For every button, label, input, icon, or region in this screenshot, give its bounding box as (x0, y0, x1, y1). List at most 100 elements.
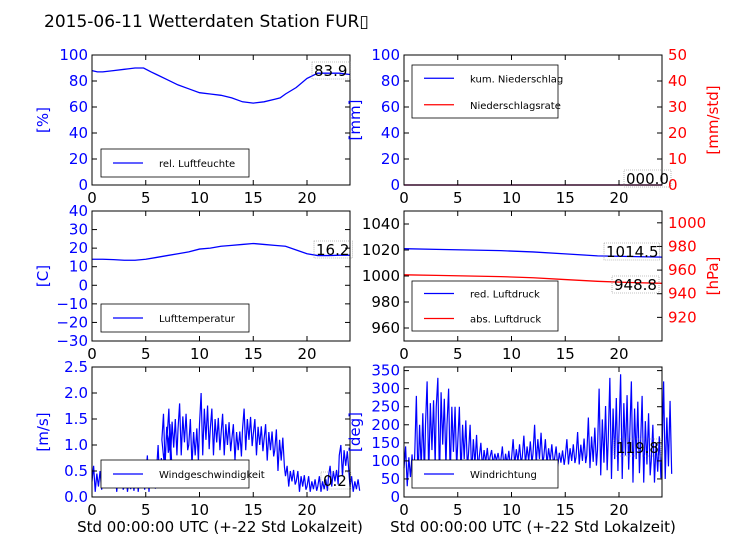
ytick-r-label-pressure-2: 960 (668, 261, 697, 279)
legend-box-precipitation (411, 64, 559, 119)
series-temperature-0 (92, 242, 350, 261)
xtick-label-precipitation-0: 0 (399, 189, 409, 207)
current-value-pressure-1: 948.8 (614, 276, 657, 294)
ytick-label-pressure-3: 1020 (362, 241, 400, 259)
ytick-label-windspeed-0: 0.0 (64, 488, 88, 506)
ytick-r-label-precipitation-5: 50 (668, 46, 687, 64)
legend-label-windspeed-0: Windgeschwindigkeit (159, 470, 265, 481)
xtick-label-winddirection-4: 20 (609, 501, 628, 519)
ytick-label-winddirection-2: 100 (371, 452, 400, 470)
xtick-label-temperature-2: 10 (190, 345, 209, 363)
ytick-label-temperature-7: 40 (69, 202, 88, 220)
ytick-label-winddirection-4: 200 (371, 416, 400, 434)
current-value-winddirection-0: 119.8 (616, 439, 659, 457)
ytick-label-precipitation-3: 60 (381, 98, 400, 116)
legend-label-pressure-0: red. Luftdruck (470, 290, 540, 301)
xlabel-winddirection: Std 00:00:00 UTC (+-22 Std Lokalzeit) (390, 518, 676, 536)
panel-temperature: 0 5 10 15 20−30−20−10010203040[C]Lufttempera… (34, 202, 353, 363)
ytick-label-winddirection-0: 0 (390, 488, 400, 506)
ytick-r-label-precipitation-4: 40 (668, 72, 687, 90)
frame-precipitation (403, 54, 663, 186)
xtick-label-precipitation-2: 10 (502, 189, 521, 207)
frame-winddirection (403, 366, 663, 498)
ylabel-humidity: [%] (34, 107, 52, 133)
xtick-label-pressure-1: 5 (453, 345, 463, 363)
xtick-label-winddirection-2: 10 (502, 501, 521, 519)
ytick-label-humidity-5: 100 (59, 46, 88, 64)
xtick-label-temperature-0: 0 (87, 345, 97, 363)
ytick-label-humidity-4: 80 (69, 72, 88, 90)
ylabel-right-pressure: [hPa] (704, 257, 722, 296)
xtick-label-windspeed-2: 10 (190, 501, 209, 519)
xtick-label-temperature-3: 15 (244, 345, 263, 363)
ylabel-right-precipitation: [mm/std] (704, 85, 722, 154)
ytick-r-label-precipitation-3: 30 (668, 98, 687, 116)
ytick-label-windspeed-5: 2.5 (64, 358, 88, 376)
ytick-label-winddirection-3: 150 (371, 434, 400, 452)
xtick-label-winddirection-1: 5 (453, 501, 463, 519)
current-value-box-windspeed-0 (320, 471, 352, 490)
series-winddirection-0 (403, 374, 673, 487)
xtick-label-humidity-1: 5 (141, 189, 151, 207)
panel-precipitation: 0 5 10 15 20 0 20 40 60 80 100 0 10 20 30 40 50 [mm] [mm/s… (346, 46, 722, 207)
ytick-label-humidity-0: 0 (78, 176, 88, 194)
ytick-r-label-precipitation-2: 20 (668, 124, 687, 142)
ytick-r-label-pressure-4: 1000 (668, 214, 706, 232)
ytick-label-pressure-2: 1000 (362, 267, 400, 285)
ytick-r-label-pressure-3: 980 (668, 237, 697, 255)
ytick-r-label-pressure-0: 920 (668, 308, 697, 326)
legend-label-precipitation-0: kum. Niederschlag (470, 74, 563, 85)
ytick-label-precipitation-0: 0 (390, 176, 400, 194)
ytick-label-humidity-3: 60 (69, 98, 88, 116)
ytick-label-temperature-4: 10 (69, 258, 88, 276)
legend-label-humidity-0: rel. Luftfeuchte (159, 159, 235, 170)
ytick-label-humidity-1: 20 (69, 150, 88, 168)
ytick-label-temperature-5: 20 (69, 239, 88, 257)
ytick-label-windspeed-1: 0.5 (64, 462, 88, 480)
ylabel-windspeed: [m/s] (34, 412, 52, 451)
xtick-label-winddirection-3: 15 (556, 501, 575, 519)
current-value-pressure-0: 1014.5 (606, 243, 659, 261)
xtick-label-windspeed-4: 20 (297, 501, 316, 519)
ytick-label-humidity-2: 40 (69, 124, 88, 142)
current-value-box-pressure-0 (603, 242, 660, 261)
ylabel-winddirection: [deg] (346, 412, 364, 452)
ytick-label-precipitation-1: 20 (381, 150, 400, 168)
legend-label-winddirection-0: Windrichtung (470, 470, 537, 481)
series-pressure-1 (403, 274, 663, 284)
ytick-label-temperature-2: −10 (56, 295, 88, 313)
panel-humidity: 0 5 10 15 20 0 20 40 60 80 100 [%] rel. Luftfeuchte 8… (34, 46, 351, 207)
ylabel-precipitation: [mm] (346, 100, 364, 141)
xtick-label-humidity-2: 10 (190, 189, 209, 207)
ytick-label-temperature-6: 30 (69, 221, 88, 239)
xtick-label-precipitation-1: 5 (453, 189, 463, 207)
xtick-label-humidity-3: 15 (244, 189, 263, 207)
xtick-label-winddirection-0: 0 (399, 501, 409, 519)
frame-humidity (91, 54, 351, 186)
xtick-label-pressure-2: 10 (502, 345, 521, 363)
ytick-label-windspeed-3: 1.5 (64, 410, 88, 428)
ytick-r-label-precipitation-1: 10 (668, 150, 687, 168)
legend-label-temperature-0: Lufttemperatur (159, 314, 236, 325)
xtick-label-temperature-1: 5 (141, 345, 151, 363)
ytick-label-precipitation-4: 80 (381, 72, 400, 90)
xtick-label-pressure-4: 20 (609, 345, 628, 363)
panel-windspeed: 0 5 10 15 20 0.0 0.5 1.0 1.5 2.0 2.5 [m/s] Windgesch… (34, 358, 361, 519)
series-windspeed-0 (91, 392, 361, 492)
ytick-r-label-pressure-1: 940 (668, 285, 697, 303)
xtick-label-windspeed-1: 5 (141, 501, 151, 519)
current-value-windspeed-0: 0.2 (323, 472, 347, 490)
ytick-label-pressure-4: 1040 (362, 215, 400, 233)
ytick-label-winddirection-6: 300 (371, 380, 400, 398)
ytick-label-winddirection-1: 50 (381, 470, 400, 488)
ytick-label-precipitation-2: 40 (381, 124, 400, 142)
series-humidity-0 (91, 67, 351, 104)
page-title: 2015-06-11 Wetterdaten Station FUR▯ (44, 12, 369, 32)
ytick-label-winddirection-5: 250 (371, 398, 400, 416)
legend-label-precipitation-1: Niederschlagsrate (470, 101, 561, 112)
ylabel-temperature: [C] (34, 265, 52, 287)
xtick-label-windspeed-0: 0 (87, 501, 97, 519)
ytick-label-windspeed-4: 2.0 (64, 384, 88, 402)
